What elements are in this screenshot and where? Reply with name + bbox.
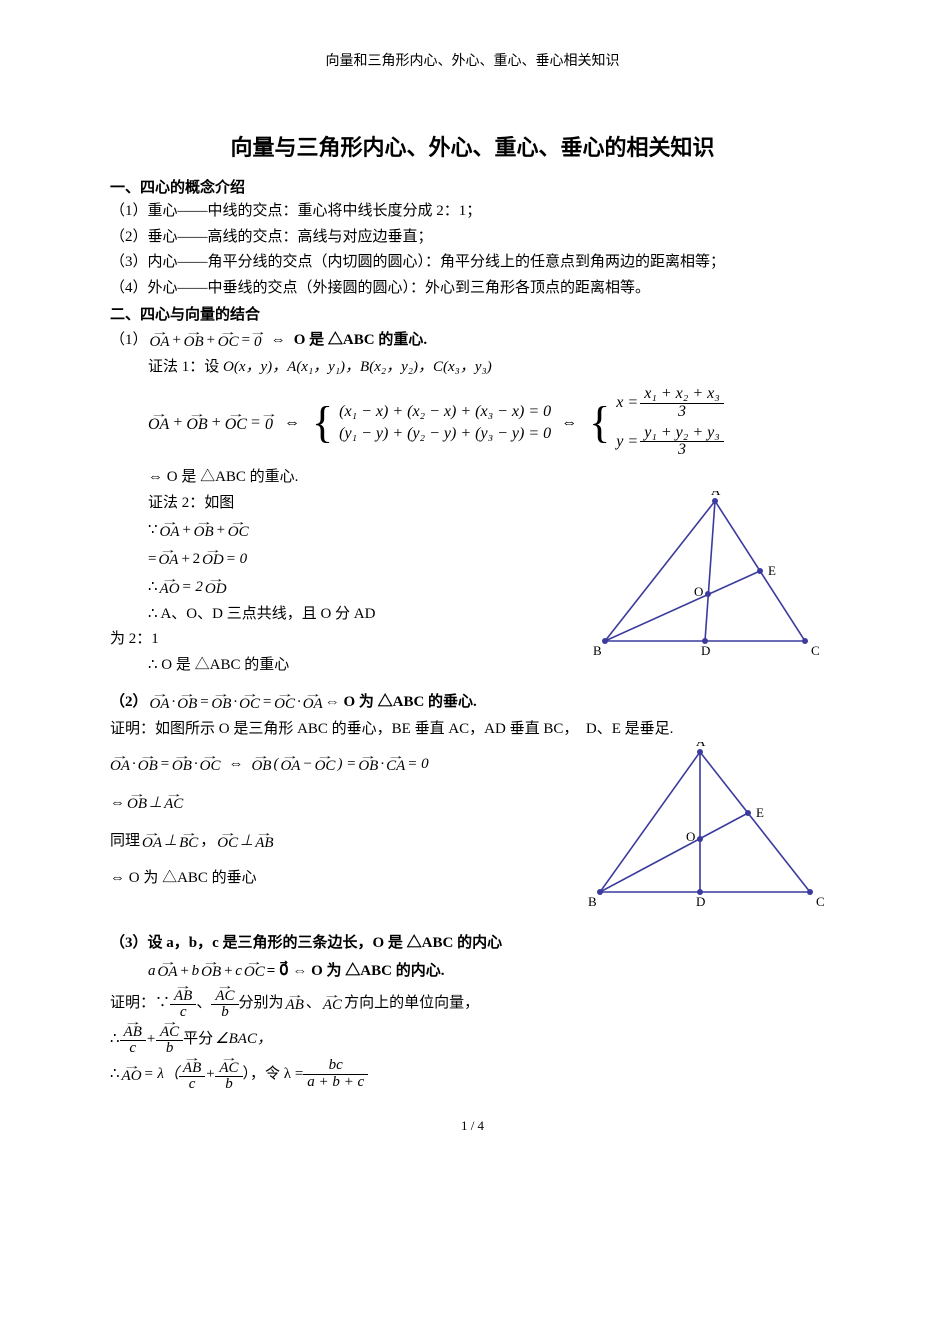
item3-proof-l1: 证明：∵ →AB c 、 →AC b 分别为 →AB、 →AC 方向上的单位向量… bbox=[110, 985, 835, 1021]
section1-item-1: （1）重心——中线的交点：重心将中线长度分成 2：1； bbox=[110, 199, 835, 225]
svg-text:A: A bbox=[696, 742, 706, 749]
page-title: 向量与三角形内心、外心、重心、垂心的相关知识 bbox=[110, 130, 835, 162]
svg-text:B: B bbox=[588, 894, 597, 909]
proof2-label: 证法 2：如图 bbox=[110, 491, 575, 517]
proof1-intro: 证法 1：设 O(x，y)，A(x₁，y₁)，B(x₂，y₂)，C(x₃，y₃) bbox=[110, 355, 835, 381]
svg-text:D: D bbox=[696, 894, 705, 909]
item1-concl: ⇔ O 是 △ABC 的重心. bbox=[110, 465, 835, 491]
item2-proof-intro: 证明：如图所示 O 是三角形 ABC 的垂心，BE 垂直 AC，AD 垂直 BC… bbox=[110, 717, 835, 743]
svg-text:O: O bbox=[694, 584, 703, 599]
item1-label: （1） bbox=[110, 326, 148, 355]
section1-item-4: （4）外心——中垂线的交点（外接圆的圆心）：外心到三角形各顶点的距离相等。 bbox=[110, 276, 835, 302]
item3-proof-l2: ∴ →AB c + →AC b 平分 ∠BAC， bbox=[110, 1021, 835, 1057]
vec-OB: →OB bbox=[184, 331, 204, 350]
item1-bigeq: →OA + →OB + →OC = →0 ⇔ { (x₁ − x) + (x₂ … bbox=[148, 386, 835, 459]
item3-heading: （3）设 a，b，c 是三角形的三条边长，O 是 △ABC 的内心 bbox=[110, 931, 835, 957]
section1-heading: 一、四心的概念介绍 bbox=[110, 176, 835, 197]
item2-eq2: ⇔ →OB ⊥ →AC bbox=[110, 789, 570, 818]
svg-text:A: A bbox=[711, 491, 721, 498]
page-footer: 1 / 4 bbox=[110, 1118, 835, 1134]
item2-statement: （2） →OA · →OB = →OB · →OC = →OC · →OA ⇔ … bbox=[110, 688, 835, 717]
svg-text:D: D bbox=[701, 643, 710, 658]
svg-text:E: E bbox=[768, 563, 776, 578]
item1-tail: O 是 △ABC 的重心. bbox=[294, 326, 427, 355]
proof2-row: 证法 2：如图 ∵ →OA+ →OB+ →OC = →OA + 2 →OD = … bbox=[110, 491, 835, 679]
section1-item-2: （2）垂心——高线的交点：高线与对应边垂直； bbox=[110, 225, 835, 251]
svg-text:O: O bbox=[686, 829, 695, 844]
figure-1: A B C D E O bbox=[585, 491, 835, 666]
item2-concl: ⇔ O 为 △ABC 的垂心 bbox=[110, 866, 570, 892]
item1-statement: （1） →OA + →OB + →OC = →0 ⇔ O 是 △ABC 的重心. bbox=[110, 326, 835, 355]
svg-text:C: C bbox=[816, 894, 825, 909]
brace-icon: { bbox=[310, 401, 335, 445]
svg-text:C: C bbox=[811, 643, 820, 658]
item2-eq1: →OA · →OB = →OB · →OC ⇔ →OB( →OA − →OC) … bbox=[110, 750, 570, 779]
vec-OC: →OC bbox=[218, 331, 239, 350]
item2-eq3: 同理 →OA ⊥ →BC ， →OC ⊥ →AB bbox=[110, 827, 570, 856]
brace-icon-2: { bbox=[587, 401, 612, 445]
item3-proof-l3: ∴ →AO = λ（ →AB c + →AC b ），令 λ = bc a + … bbox=[110, 1057, 835, 1093]
section1-item-3: （3）内心——角平分线的交点（内切圆的圆心）：角平分线上的任意点到角两边的距离相… bbox=[110, 250, 835, 276]
page: 向量和三角形内心、外心、重心、垂心相关知识 向量与三角形内心、外心、重心、垂心的… bbox=[0, 0, 945, 1174]
svg-text:B: B bbox=[593, 643, 602, 658]
section2-heading: 二、四心与向量的结合 bbox=[110, 303, 835, 324]
vec-OA: →OA bbox=[150, 331, 170, 350]
page-header: 向量和三角形内心、外心、重心、垂心相关知识 bbox=[110, 50, 835, 70]
svg-text:E: E bbox=[756, 805, 764, 820]
vec-zero: →0 bbox=[253, 331, 263, 350]
figure-2: A B C D E O bbox=[580, 742, 835, 917]
